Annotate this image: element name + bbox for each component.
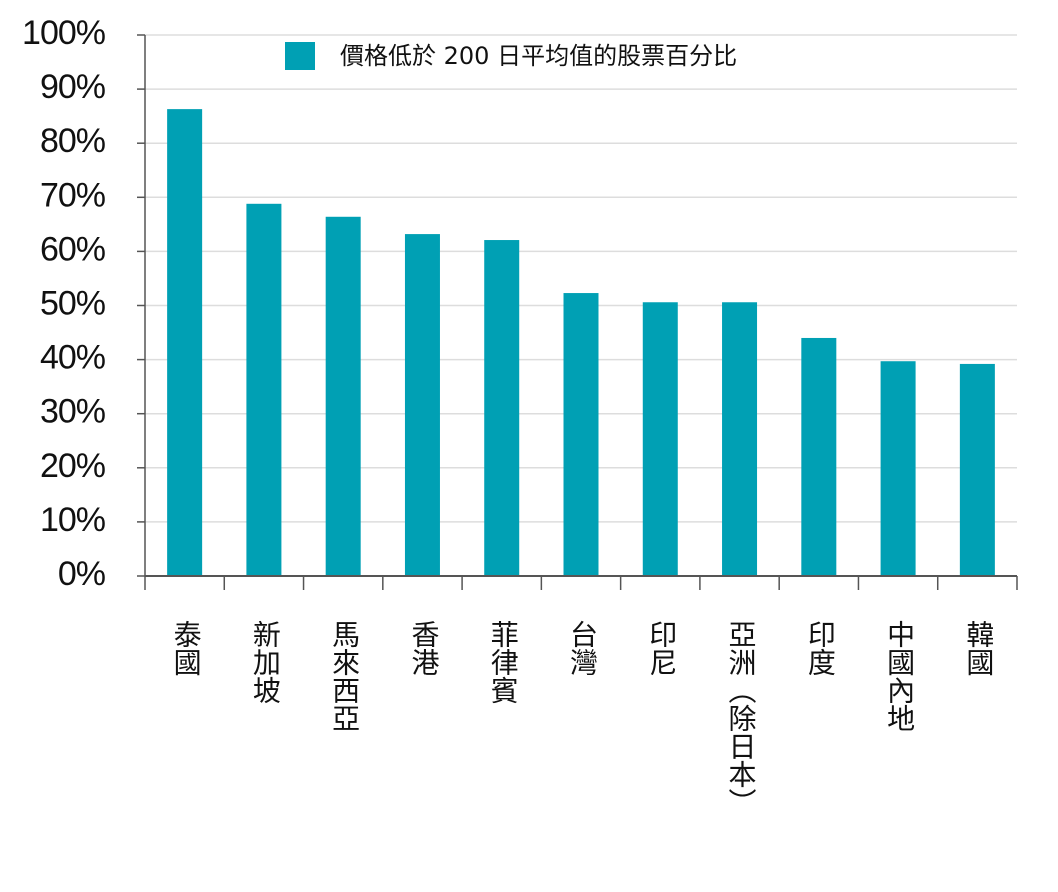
x-tick-label: 印度 (804, 620, 837, 676)
x-tick-label: 亞洲（除日本） (725, 620, 758, 816)
x-tick-label: 新加坡 (249, 620, 282, 704)
y-tick-label: 40% (40, 339, 106, 377)
legend-label: 價格低於 200 日平均值的股票百分比 (340, 42, 737, 70)
x-tick-label: 菲律賓 (487, 620, 520, 704)
bar (801, 337, 837, 576)
bar (484, 240, 520, 576)
y-tick-label: 100% (22, 14, 106, 52)
x-tick-label: 台灣 (566, 620, 599, 676)
x-tick-label: 中國內地 (883, 620, 916, 732)
x-tick-label: 泰國 (170, 620, 203, 676)
y-tick-label: 20% (40, 447, 106, 485)
y-tick-label: 50% (40, 284, 106, 322)
y-tick-label: 70% (40, 176, 106, 214)
bar (642, 302, 678, 576)
y-tick-label: 90% (40, 68, 106, 106)
legend-swatch (285, 42, 315, 70)
y-tick-label: 0% (58, 555, 106, 593)
bar (246, 203, 282, 577)
bar (404, 234, 440, 576)
bar (563, 293, 599, 576)
bar (167, 109, 203, 576)
bar (880, 361, 916, 576)
bar (722, 302, 758, 576)
x-tick-label: 印尼 (645, 620, 678, 676)
bar (325, 216, 361, 576)
y-tick-label: 10% (40, 501, 106, 539)
x-tick-label: 馬來西亞 (328, 620, 361, 732)
y-tick-label: 30% (40, 393, 106, 431)
x-tick-label: 韓國 (962, 620, 995, 676)
x-tick-label: 香港 (407, 620, 440, 676)
bar (959, 363, 995, 576)
y-tick-label: 80% (40, 122, 106, 160)
y-tick-label: 60% (40, 230, 106, 268)
